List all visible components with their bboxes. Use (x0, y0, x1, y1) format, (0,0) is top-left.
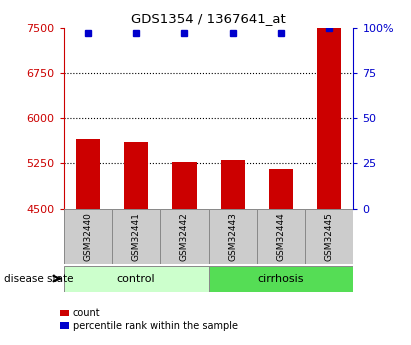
Bar (305, 209, 353, 264)
Text: disease state: disease state (4, 274, 74, 284)
Text: GSM32445: GSM32445 (325, 212, 334, 261)
Bar (317, 28, 342, 209)
Bar (209, 266, 353, 292)
Bar (257, 209, 305, 264)
Bar (124, 142, 148, 209)
Text: GSM32441: GSM32441 (132, 212, 141, 261)
Text: control: control (117, 274, 155, 284)
Bar (112, 209, 160, 264)
Text: GSM32444: GSM32444 (277, 212, 286, 261)
Text: GSM32440: GSM32440 (83, 212, 92, 261)
Bar (64, 209, 112, 264)
Text: GSM32443: GSM32443 (228, 212, 237, 261)
Bar (172, 162, 196, 209)
Legend: count, percentile rank within the sample: count, percentile rank within the sample (60, 308, 238, 331)
Bar (64, 266, 208, 292)
Bar (209, 209, 257, 264)
Bar (269, 169, 293, 209)
Title: GDS1354 / 1367641_at: GDS1354 / 1367641_at (131, 12, 286, 25)
Text: GSM32442: GSM32442 (180, 212, 189, 261)
Bar (160, 209, 209, 264)
Bar (221, 160, 245, 209)
Text: cirrhosis: cirrhosis (258, 274, 304, 284)
Bar (76, 139, 100, 209)
